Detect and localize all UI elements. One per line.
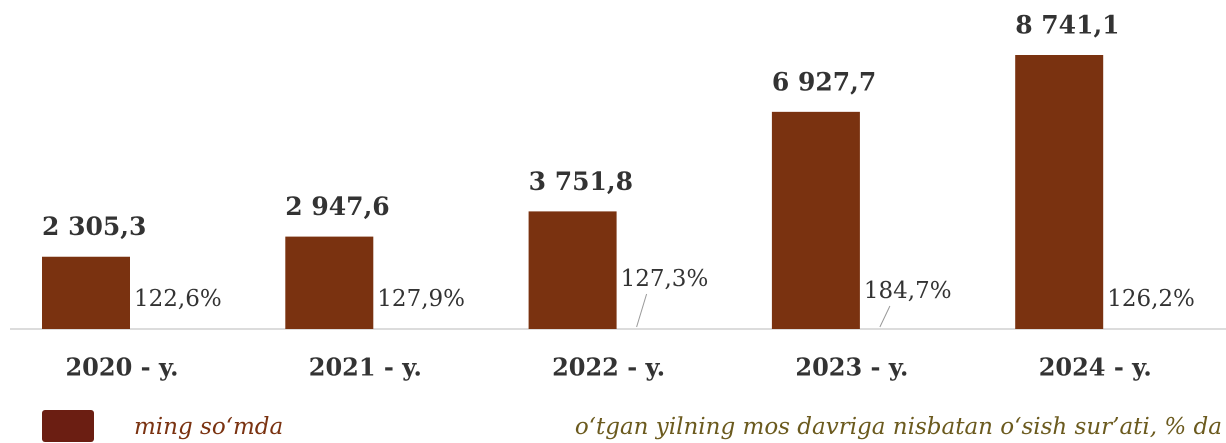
- bar: [528, 211, 617, 329]
- legend-swatch: [42, 410, 94, 442]
- value-label: 8 741,1: [1015, 11, 1119, 40]
- leader-line: [636, 293, 648, 328]
- bar: [771, 111, 860, 329]
- growth-label: 127,3%: [621, 266, 709, 292]
- legend-label: ming so‘mda: [134, 414, 283, 440]
- x-tick-label: 2024 - y.: [1039, 353, 1152, 382]
- growth-label: 127,9%: [377, 286, 465, 312]
- x-tick-label: 2020 - y.: [65, 353, 178, 382]
- value-label: 3 751,8: [529, 167, 633, 196]
- bar: [285, 236, 374, 329]
- value-label: 2 947,6: [285, 192, 389, 221]
- growth-label: 122,6%: [134, 286, 222, 312]
- value-label: 6 927,7: [772, 67, 876, 96]
- value-label: 2 305,3: [42, 212, 146, 241]
- growth-label: 184,7%: [864, 278, 952, 304]
- leader-line: [879, 305, 891, 328]
- legend-label: o‘tgan yilning mos davriga nisbatan o‘si…: [575, 414, 1222, 440]
- x-tick-label: 2022 - y.: [552, 353, 665, 382]
- bar: [42, 256, 130, 329]
- bar: [1015, 55, 1104, 329]
- x-tick-label: 2021 - y.: [309, 353, 422, 382]
- x-tick-label: 2023 - y.: [795, 353, 908, 382]
- growth-label: 126,2%: [1107, 286, 1195, 312]
